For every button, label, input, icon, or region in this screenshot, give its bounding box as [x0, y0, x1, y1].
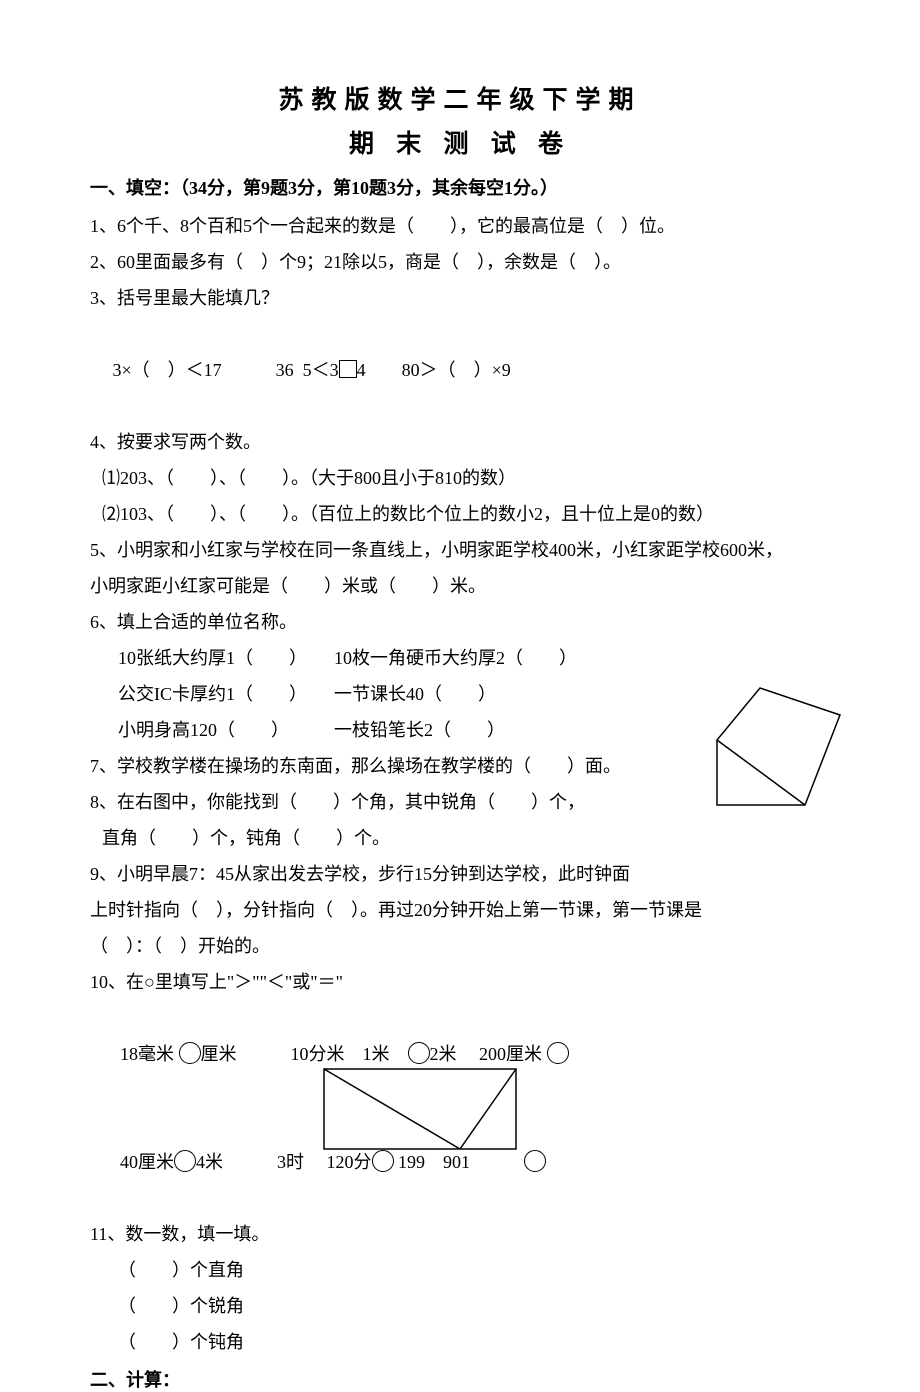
q3-pre: 3×（ ）＜17 36 5＜3	[108, 360, 339, 380]
circle-blank-icon	[408, 1042, 430, 1064]
section-1-head: 一、填空：（34分，第9题3分，第10题3分，其余每空1分。）	[90, 174, 830, 200]
q1: 1、6个千、8个百和5个一合起来的数是（ ），它的最高位是（ ）位。	[90, 208, 830, 244]
q4: 4、按要求写两个数。	[90, 424, 830, 460]
q8b: 直角（ ）个，钝角（ ）个。	[90, 820, 830, 856]
q9a: 9、小明早晨7：45从家出发去学校，步行15分钟到达学校，此时钟面	[90, 856, 830, 892]
q10: 10、在○里填写上"＞""＜"或"＝"	[90, 964, 830, 1000]
q10-2a: 40厘米	[120, 1152, 174, 1172]
circle-blank-icon	[179, 1042, 201, 1064]
circle-blank-icon	[524, 1150, 546, 1172]
q3: 3、括号里最大能填几？	[90, 280, 830, 316]
q11: 11、数一数，填一填。	[90, 1216, 830, 1252]
q2: 2、60里面最多有（ ）个9；21除以5，商是（ ），余数是（ ）。	[90, 244, 830, 280]
blank-box-icon	[339, 360, 357, 378]
q6-1: 10张纸大约厚1（ ） 10枚一角硬币大约厚2（ ）	[90, 640, 830, 676]
pentagon-icon	[705, 680, 855, 820]
q3-post: 4 80＞（ ）×9	[357, 360, 511, 380]
q11-3: （ ）个钝角	[90, 1324, 830, 1360]
q10-1c: 2米 200厘米	[430, 1044, 547, 1064]
q3-detail: 3×（ ）＜17 36 5＜3 4 80＞（ ）×9	[90, 316, 830, 424]
circle-blank-icon	[547, 1042, 569, 1064]
page-subtitle: 期 末 测 试 卷	[90, 124, 830, 160]
q5a: 5、小明家和小红家与学校在同一条直线上，小明家距学校400米，小红家距学校600…	[90, 532, 830, 568]
q9c: （ ）：（ ）开始的。	[90, 928, 830, 964]
page-title: 苏教版数学二年级下学期	[90, 80, 830, 116]
q4-1: ⑴203、（ ）、（ ）。（大于800且小于810的数）	[90, 460, 830, 496]
circle-blank-icon	[174, 1150, 196, 1172]
section-2-head: 二、计算：	[90, 1366, 830, 1392]
q5b: 小明家距小红家可能是（ ）米或（ ）米。	[90, 568, 830, 604]
pentagon-figure	[705, 680, 855, 820]
q9b: 上时针指向（ ），分针指向（ ）。再过20分钟开始上第一节课，第一节课是	[90, 892, 830, 928]
q4-2: ⑵103、（ ）、（ ）。（百位上的数比个位上的数小2，且十位上是0的数）	[90, 496, 830, 532]
q6: 6、填上合适的单位名称。	[90, 604, 830, 640]
q10-1b: 厘米 10分米 1米	[201, 1044, 408, 1064]
rectangle-figure	[320, 1065, 520, 1165]
q11-1: （ ）个直角	[90, 1252, 830, 1288]
q10-1a: 18毫米	[120, 1044, 179, 1064]
exam-page: 苏教版数学二年级下学期 期 末 测 试 卷 一、填空：（34分，第9题3分，第1…	[0, 0, 920, 1302]
rectangle-diagonals-icon	[320, 1065, 520, 1165]
q11-2: （ ）个锐角	[90, 1288, 830, 1324]
